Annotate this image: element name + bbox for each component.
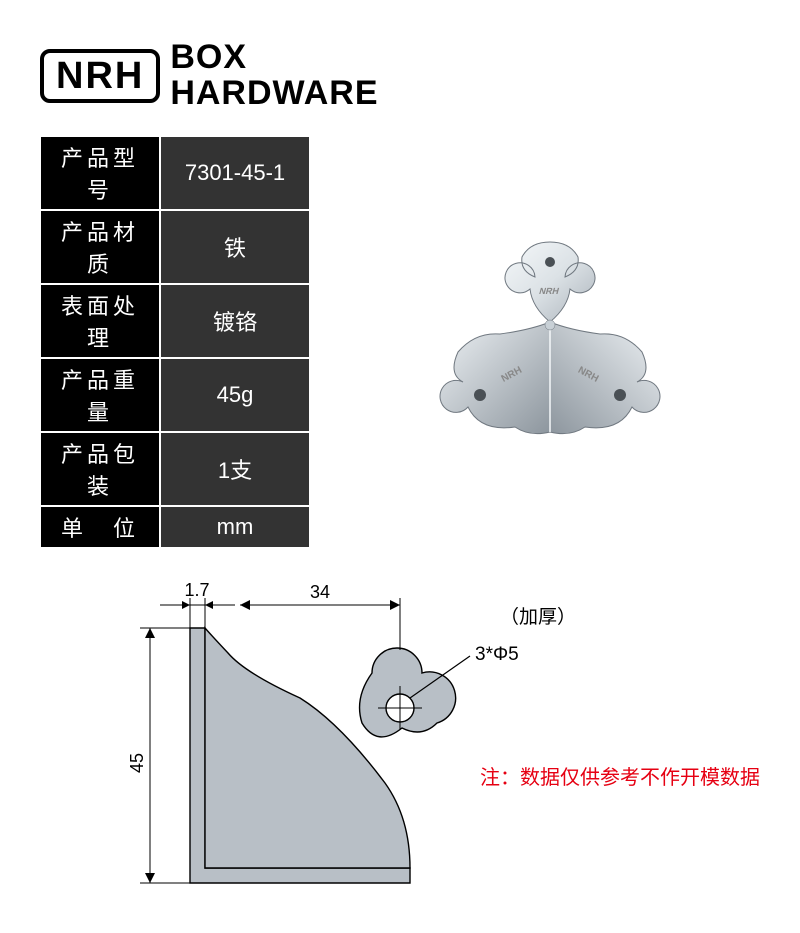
table-row: 表面处理镀铬 (40, 284, 310, 358)
spec-value: 7301-45-1 (160, 136, 310, 210)
spec-value: 铁 (160, 210, 310, 284)
dim-width-value: 34 (310, 582, 330, 602)
spec-label: 表面处理 (40, 284, 160, 358)
spec-value: 45g (160, 358, 310, 432)
table-row: 产品重量45g (40, 358, 310, 432)
table-row: 产品型号7301-45-1 (40, 136, 310, 210)
spec-value: 1支 (160, 432, 310, 506)
spec-value: mm (160, 506, 310, 548)
spec-label: 单 位 (40, 506, 160, 548)
profile-shape (190, 628, 470, 883)
dim-width: 34 (240, 582, 400, 650)
logo-badge: NRH (40, 49, 160, 103)
thickened-note: （加厚） (500, 606, 576, 628)
spec-label: 产品包装 (40, 432, 160, 506)
spec-label: 产品材质 (40, 210, 160, 284)
footnote-prefix: 注： (480, 767, 520, 789)
brand-header: NRH BOX HARDWARE (40, 40, 760, 111)
brand-line-1: BOX (170, 40, 378, 76)
table-row: 单 位mm (40, 506, 310, 548)
spec-value: 镀铬 (160, 284, 310, 358)
spec-label: 产品型号 (40, 136, 160, 210)
table-row: 产品包装1支 (40, 432, 310, 506)
footnote: 注：数据仅供参考不作开模数据 (480, 761, 760, 790)
dim-height: 45 (127, 628, 190, 883)
brand-text: BOX HARDWARE (170, 40, 378, 111)
engineering-diagram: 1.7 34 45 3*Φ5 （加厚） (40, 568, 760, 928)
table-row: 产品材质铁 (40, 210, 310, 284)
spec-table: 产品型号7301-45-1产品材质铁表面处理镀铬产品重量45g产品包装1支单 位… (40, 136, 310, 548)
footnote-text: 数据仅供参考不作开模数据 (520, 767, 760, 789)
svg-text:NRH: NRH (538, 287, 560, 297)
hole-spec: 3*Φ5 (475, 644, 519, 665)
brand-line-2: HARDWARE (170, 76, 378, 112)
dim-height-value: 45 (127, 753, 147, 773)
dim-thickness-value: 1.7 (184, 580, 209, 600)
dim-thickness: 1.7 (160, 580, 235, 628)
product-render: NRH NRH NRH (340, 136, 760, 548)
corner-protector-render: NRH NRH NRH (420, 232, 680, 452)
spec-label: 产品重量 (40, 358, 160, 432)
